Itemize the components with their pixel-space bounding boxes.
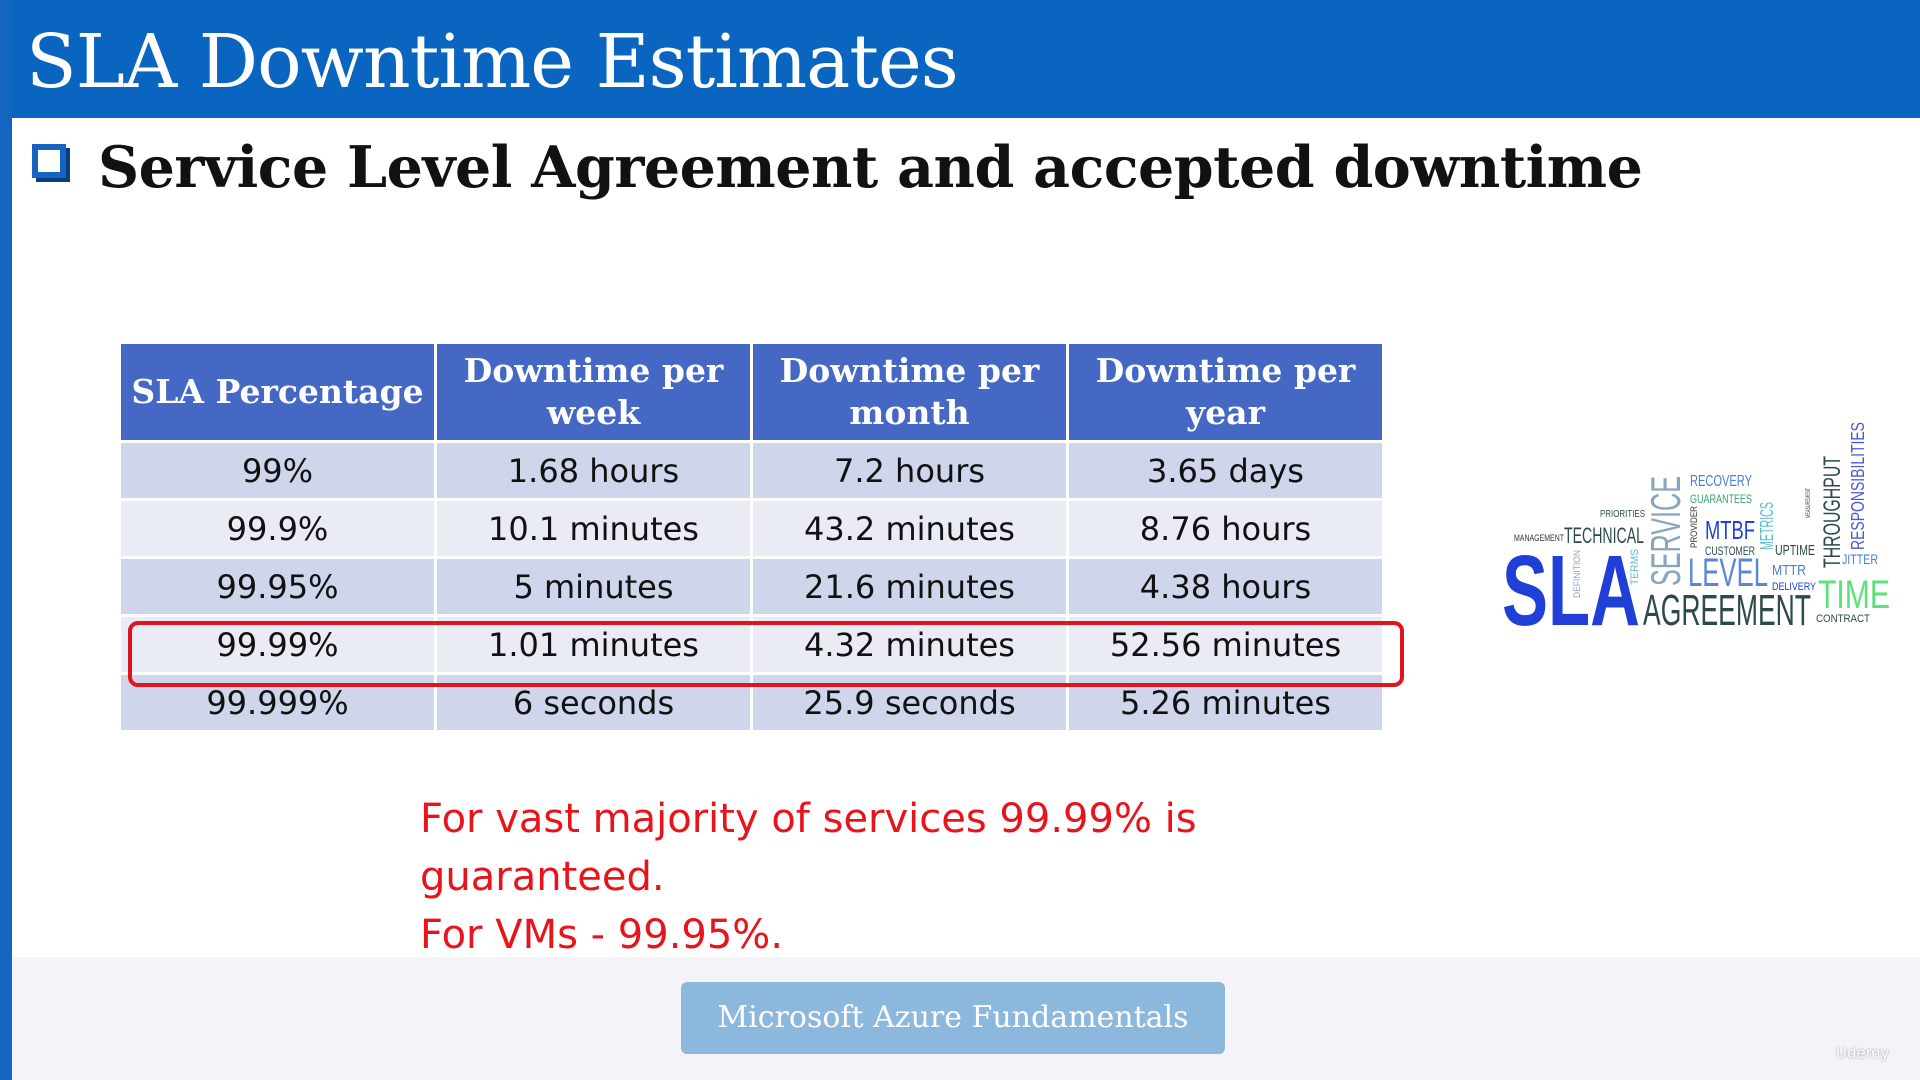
checkbox-bullet-icon	[32, 144, 66, 178]
wordcloud-word: THROUGHPUT	[1819, 456, 1846, 568]
course-title-button: Microsoft Azure Fundamentals	[681, 982, 1225, 1054]
table-row: 99.9% 10.1 minutes 43.2 minutes 8.76 hou…	[121, 501, 1382, 556]
wordcloud-word: PROVIDER	[1689, 506, 1699, 548]
wordcloud-word: TECHNICAL	[1564, 523, 1644, 548]
table-row: 99.999% 6 seconds 25.9 seconds 5.26 minu…	[121, 675, 1382, 730]
table-row: 99% 1.68 hours 7.2 hours 3.65 days	[121, 443, 1382, 498]
table-cell: 7.2 hours	[753, 443, 1066, 498]
wordcloud-word: SERVICE	[1642, 476, 1689, 586]
table-cell: 4.32 minutes	[753, 617, 1066, 672]
table-cell: 52.56 minutes	[1069, 617, 1382, 672]
table-cell: 21.6 minutes	[753, 559, 1066, 614]
table-cell: 25.9 seconds	[753, 675, 1066, 730]
sla-wordcloud-image: SLA AGREEMENT LEVEL SERVICE TECHNICAL MA…	[1502, 422, 1890, 640]
table-cell: 99.99%	[121, 617, 434, 672]
table-cell: 99.9%	[121, 501, 434, 556]
table-cell: 10.1 minutes	[437, 501, 750, 556]
table-header-row: SLA Percentage Downtime per week Downtim…	[121, 344, 1382, 440]
note-line: For VMs - 99.95%.	[420, 912, 784, 958]
table-cell: 4.38 hours	[1069, 559, 1382, 614]
wordcloud-word: MANAGEMENT	[1514, 533, 1564, 543]
table-row: 99.95% 5 minutes 21.6 minutes 4.38 hours	[121, 559, 1382, 614]
wordcloud-word: RESPONSIBILITIES	[1848, 422, 1868, 550]
slide-title: SLA Downtime Estimates	[26, 19, 959, 105]
wordcloud-word: DELIVERY	[1772, 581, 1817, 593]
wordcloud-word: MTTR	[1772, 562, 1806, 579]
wordcloud-word: GUARANTEES	[1690, 492, 1752, 506]
table-cell: 5.26 minutes	[1069, 675, 1382, 730]
table-cell: 1.68 hours	[437, 443, 750, 498]
table-cell: 6 seconds	[437, 675, 750, 730]
table-cell: 1.01 minutes	[437, 617, 750, 672]
table-row-highlighted: 99.99% 1.01 minutes 4.32 minutes 52.56 m…	[121, 617, 1382, 672]
wordcloud-word: SLA	[1502, 535, 1640, 640]
wordcloud-word: PRIORITIES	[1600, 509, 1645, 520]
table-cell: 8.76 hours	[1069, 501, 1382, 556]
slide-subtitle: Service Level Agreement and accepted dow…	[98, 134, 1643, 201]
wordcloud-word: JITTER	[1842, 551, 1878, 567]
wordcloud-word: UPTIME	[1775, 542, 1815, 559]
wordcloud-word: MTBF	[1705, 515, 1755, 545]
header-downtime-week: Downtime per week	[437, 344, 750, 440]
wordcloud-word: AGREEMENT	[1643, 586, 1811, 635]
udemy-logo: Udemy	[1836, 1044, 1890, 1062]
wordcloud-word: RECOVERY	[1690, 473, 1752, 490]
header-downtime-month: Downtime per month	[753, 344, 1066, 440]
note-line: guaranteed.	[420, 854, 665, 900]
sla-table: SLA Percentage Downtime per week Downtim…	[118, 341, 1385, 733]
wordcloud-word: CUSTOMER	[1705, 544, 1755, 558]
table-cell: 3.65 days	[1069, 443, 1382, 498]
note-text: For vast majority of services 99.99% is …	[420, 790, 1197, 964]
slide-header: SLA Downtime Estimates	[0, 0, 1920, 118]
table-cell: 99.95%	[121, 559, 434, 614]
wordcloud-word: MEASUREMENT	[1806, 488, 1812, 518]
note-line: For vast majority of services 99.99% is	[420, 796, 1197, 842]
table-cell: 99.999%	[121, 675, 434, 730]
wordcloud-word: CONTRACT	[1816, 613, 1870, 625]
header-downtime-year: Downtime per year	[1069, 344, 1382, 440]
wordcloud-word: TERMS	[1629, 549, 1641, 585]
left-accent-bar	[0, 0, 12, 1080]
table-cell: 99%	[121, 443, 434, 498]
wordcloud-word: METRICS	[1757, 502, 1777, 550]
wordcloud-word: LEVEL	[1688, 551, 1768, 595]
table-cell: 43.2 minutes	[753, 501, 1066, 556]
wordcloud-word: TIME	[1818, 573, 1890, 617]
header-sla-percentage: SLA Percentage	[121, 344, 434, 440]
table-cell: 5 minutes	[437, 559, 750, 614]
wordcloud-word: DEFINITION	[1572, 550, 1582, 598]
